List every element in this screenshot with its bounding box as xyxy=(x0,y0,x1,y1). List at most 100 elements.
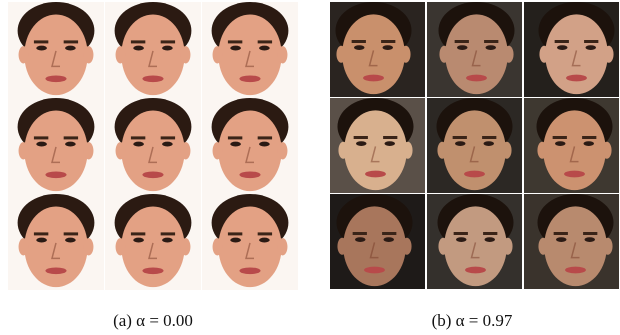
ear xyxy=(336,46,346,63)
ear xyxy=(438,238,448,255)
caption-b: (b) α = 0.97 xyxy=(432,311,513,330)
face-image xyxy=(8,194,104,290)
eye xyxy=(162,142,173,147)
brow xyxy=(482,136,496,139)
ear xyxy=(84,238,94,255)
eye xyxy=(586,45,596,50)
ear xyxy=(116,46,126,63)
brow xyxy=(353,232,367,235)
mouth xyxy=(365,171,386,178)
eye xyxy=(65,46,76,51)
face xyxy=(343,206,406,286)
face xyxy=(121,110,184,191)
brow xyxy=(161,40,175,43)
brow xyxy=(64,136,78,139)
face-image xyxy=(8,98,104,194)
mouth xyxy=(564,171,585,178)
mouth xyxy=(45,75,66,82)
mouth xyxy=(465,267,486,274)
face xyxy=(24,110,87,191)
brow xyxy=(131,232,145,235)
eye xyxy=(457,45,467,50)
face xyxy=(342,14,405,94)
eye xyxy=(385,141,395,146)
face-image xyxy=(202,98,298,194)
ear xyxy=(19,142,29,159)
ear xyxy=(278,46,288,63)
ear xyxy=(502,142,512,159)
brow xyxy=(554,232,568,235)
face xyxy=(24,14,87,95)
ear xyxy=(403,142,413,159)
eye xyxy=(259,46,270,51)
brow xyxy=(352,40,366,43)
brow xyxy=(228,232,242,235)
face-image xyxy=(330,2,425,97)
mouth xyxy=(142,75,163,82)
eye xyxy=(36,142,47,147)
ear xyxy=(401,46,411,63)
brow xyxy=(382,232,396,235)
eye xyxy=(383,45,393,50)
eye xyxy=(162,238,173,243)
image-grid-b xyxy=(330,2,619,289)
face xyxy=(218,14,281,95)
mouth xyxy=(364,267,385,274)
eye xyxy=(65,142,76,147)
face xyxy=(444,206,507,286)
face xyxy=(545,14,608,94)
ear xyxy=(539,46,549,63)
mouth xyxy=(363,75,384,82)
ear xyxy=(602,142,612,159)
ear xyxy=(181,238,191,255)
brow xyxy=(64,40,78,43)
mouth xyxy=(566,75,587,82)
brow xyxy=(454,232,468,235)
ear xyxy=(504,46,514,63)
eye xyxy=(486,45,496,50)
face-image xyxy=(105,194,201,290)
mouth xyxy=(142,171,163,178)
face-image xyxy=(330,98,425,193)
brow xyxy=(258,136,272,139)
ear xyxy=(213,142,223,159)
ear xyxy=(84,46,94,63)
eye xyxy=(556,237,566,242)
eye xyxy=(230,46,241,51)
face xyxy=(24,206,87,287)
ear xyxy=(603,238,613,255)
ear xyxy=(604,46,614,63)
ear xyxy=(337,238,347,255)
brow xyxy=(582,136,596,139)
brow xyxy=(228,136,242,139)
eye xyxy=(133,238,144,243)
ear xyxy=(213,46,223,63)
brow xyxy=(131,40,145,43)
eye xyxy=(455,141,465,146)
face xyxy=(443,110,506,190)
face-image xyxy=(427,194,522,289)
face xyxy=(218,206,281,287)
eye xyxy=(384,237,394,242)
ear xyxy=(213,238,223,255)
eye xyxy=(484,141,494,146)
ear xyxy=(116,238,126,255)
brow xyxy=(455,40,469,43)
ear xyxy=(278,238,288,255)
ear xyxy=(19,238,29,255)
brow xyxy=(553,136,567,139)
eye xyxy=(354,45,364,50)
face xyxy=(218,110,281,191)
brow xyxy=(131,136,145,139)
face-image xyxy=(202,194,298,290)
eye xyxy=(230,142,241,147)
face-image xyxy=(105,98,201,194)
mouth xyxy=(45,171,66,178)
mouth xyxy=(142,267,163,274)
ear xyxy=(437,142,447,159)
brow xyxy=(354,136,368,139)
ear xyxy=(338,142,348,159)
eye xyxy=(355,237,365,242)
mouth xyxy=(239,171,260,178)
brow xyxy=(453,136,467,139)
